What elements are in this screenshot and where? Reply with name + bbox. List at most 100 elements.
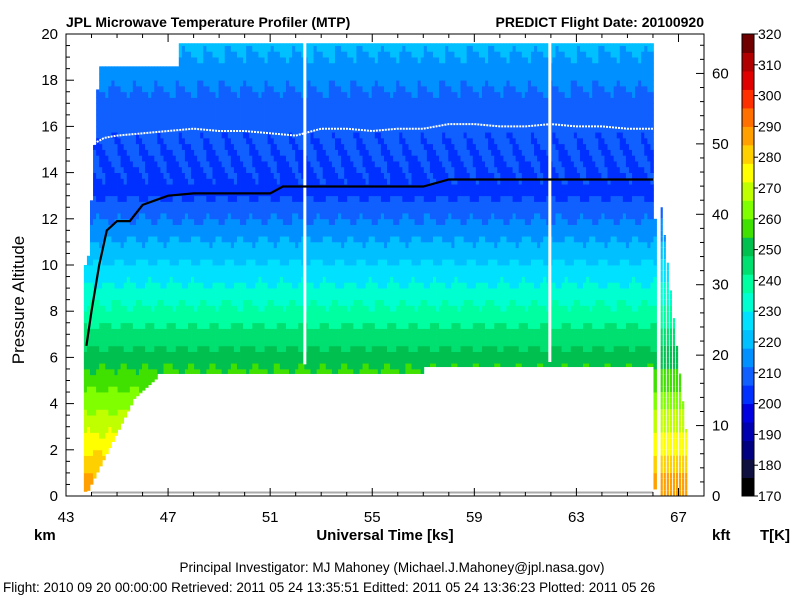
curtain-cell [209,149,213,156]
curtain-cell [145,368,149,376]
curtain-cell [157,213,161,220]
curtain-cell [145,91,149,98]
curtain-cell [292,57,296,64]
curtain-cell [197,334,201,341]
curtain-cell [279,247,284,254]
curtain-cell [252,357,256,364]
curtain-cell [83,265,88,272]
curtain-cell [310,62,314,70]
curtain-cell [154,155,158,162]
curtain-cell [310,340,314,347]
curtain-cell [285,143,290,150]
curtain-cell [338,351,342,358]
curtain-cell [126,374,131,381]
curtain-cell [96,166,100,173]
curtain-cell [200,166,204,173]
chart-title-right: PREDICT Flight Date: 20100920 [495,14,704,30]
curtain-cell [200,305,204,312]
curtain-cell [105,293,109,301]
curtain-cell [221,247,226,254]
curtain-cell [102,80,106,87]
curtain-cell [135,247,140,254]
curtain-cell [203,45,207,52]
curtain-cell [255,132,259,139]
curtain-cell [289,91,293,98]
curtain-cell [99,126,103,133]
curtain-cell [264,218,269,225]
curtain-cell [96,311,100,318]
curtain-cell [187,357,192,364]
curtain-cell [105,66,109,70]
curtain-cell [197,293,201,301]
curtain-cell [301,276,305,283]
curtain-cell [331,230,336,237]
curtain-cell [270,224,275,231]
curtain-cell [338,137,342,145]
curtain-cell [233,74,238,81]
curtain-cell [154,316,158,324]
curtain-cell [209,109,213,116]
curtain-cell [135,201,140,208]
curtain-cell [129,178,134,185]
curtain-cell [218,91,223,98]
curtain-cell [255,62,259,70]
curtain-cell [160,201,164,208]
curtain-cell [221,43,226,46]
curtain-cell [341,195,345,202]
curtain-cell [322,316,327,324]
curtain-cell [258,114,262,122]
curtain-cell [273,230,278,237]
curtain-cell [178,51,183,58]
curtain-cell [105,415,109,422]
curtain-cell [313,178,317,185]
curtain-cell [267,351,272,358]
curtain-cell [157,328,161,335]
curtain-cell [120,415,125,422]
curtain-cell [224,270,229,277]
curtain-cell [200,345,204,353]
curtain-cell [209,143,213,150]
curtain-cell [151,288,155,295]
curtain-cell [148,85,152,93]
curtain-cell [102,397,106,404]
curtain-cell [123,288,128,295]
curtain-cell [96,426,100,433]
curtain-cell [200,97,204,104]
curtain-cell [221,85,226,93]
curtain-cell [194,85,198,93]
curtain-cell [218,288,223,295]
curtain-cell [316,334,321,341]
curtain-cell [282,230,287,237]
curtain-cell [105,449,109,455]
curtain-cell [227,166,232,173]
curtain-cell [123,103,128,110]
curtain-cell [86,265,91,272]
curtain-cell [154,311,158,318]
curtain-cell [246,149,250,156]
curtain-cell [289,241,293,249]
curtain-cell [249,265,253,272]
curtain-cell [99,328,103,335]
curtain-cell [331,120,336,127]
curtain-cell [341,368,345,374]
curtain-cell [105,74,109,81]
curtain-cell [200,311,204,318]
curtain-cell [117,334,122,341]
curtain-cell [298,276,302,283]
curtain-cell [264,91,269,98]
curtain-cell [322,340,327,347]
curtain-cell [279,178,284,185]
curtain-cell [313,68,317,75]
curtain-cell [151,311,155,318]
curtain-cell [301,328,305,335]
curtain-cell [240,316,244,324]
curtain-cell [209,253,213,260]
curtain-cell [160,66,164,70]
curtain-cell [285,357,290,364]
curtain-cell [163,224,167,231]
curtain-cell [123,397,128,404]
curtain-cell [298,43,302,46]
curtain-cell [117,288,122,295]
curtain-cell [160,311,164,318]
curtain-cell [246,328,250,335]
